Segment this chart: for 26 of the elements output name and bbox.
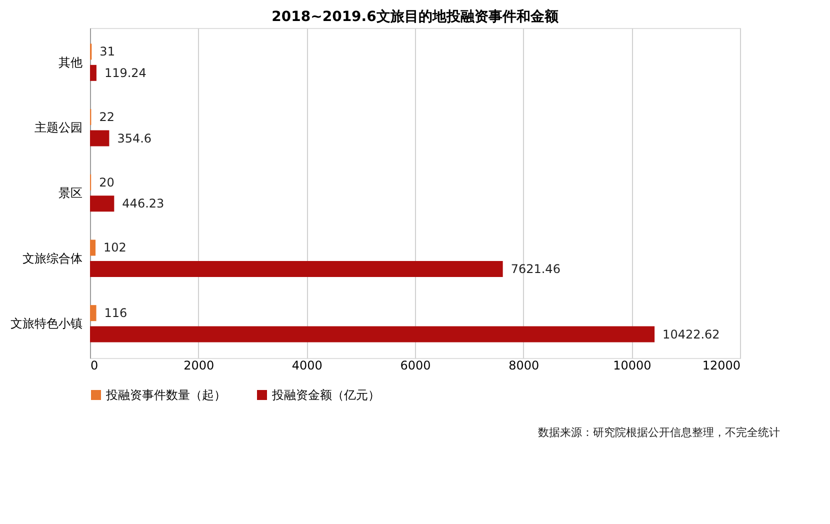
x-tick-label: 12000: [702, 358, 740, 372]
data-label: 20: [99, 175, 114, 190]
y-tick-label: 景区: [58, 186, 82, 200]
chart-title: 2018~2019.6文旅目的地投融资事件和金额: [272, 8, 560, 25]
data-label: 10422.62: [662, 327, 720, 342]
data-label: 116: [104, 306, 128, 320]
source-note: 数据来源：研究院根据公开信息整理，不完全统计: [538, 426, 780, 439]
data-label: 22: [99, 110, 114, 124]
data-label: 102: [104, 240, 126, 255]
x-tick-label: 0: [90, 358, 98, 372]
data-label: 31: [100, 44, 115, 59]
legend-label: 投融资事件数量（起）: [105, 388, 226, 402]
legend-label: 投融资金额（亿元）: [271, 388, 380, 402]
data-label: 7621.46: [510, 262, 560, 276]
x-tick-label: 10000: [613, 358, 652, 372]
y-tick-label: 文旅特色小镇: [10, 316, 82, 331]
x-tick-label: 2000: [184, 358, 214, 372]
y-tick-label: 文旅综合体: [22, 251, 82, 266]
x-tick-label: 6000: [400, 358, 431, 372]
y-tick-label: 其他: [58, 55, 82, 70]
data-label: 119.24: [104, 66, 146, 80]
x-tick-label: 8000: [508, 358, 540, 372]
y-tick-label: 主题公园: [34, 120, 82, 135]
data-label: 354.6: [117, 131, 152, 146]
x-tick-label: 4000: [292, 358, 322, 372]
data-label: 446.23: [122, 196, 164, 211]
